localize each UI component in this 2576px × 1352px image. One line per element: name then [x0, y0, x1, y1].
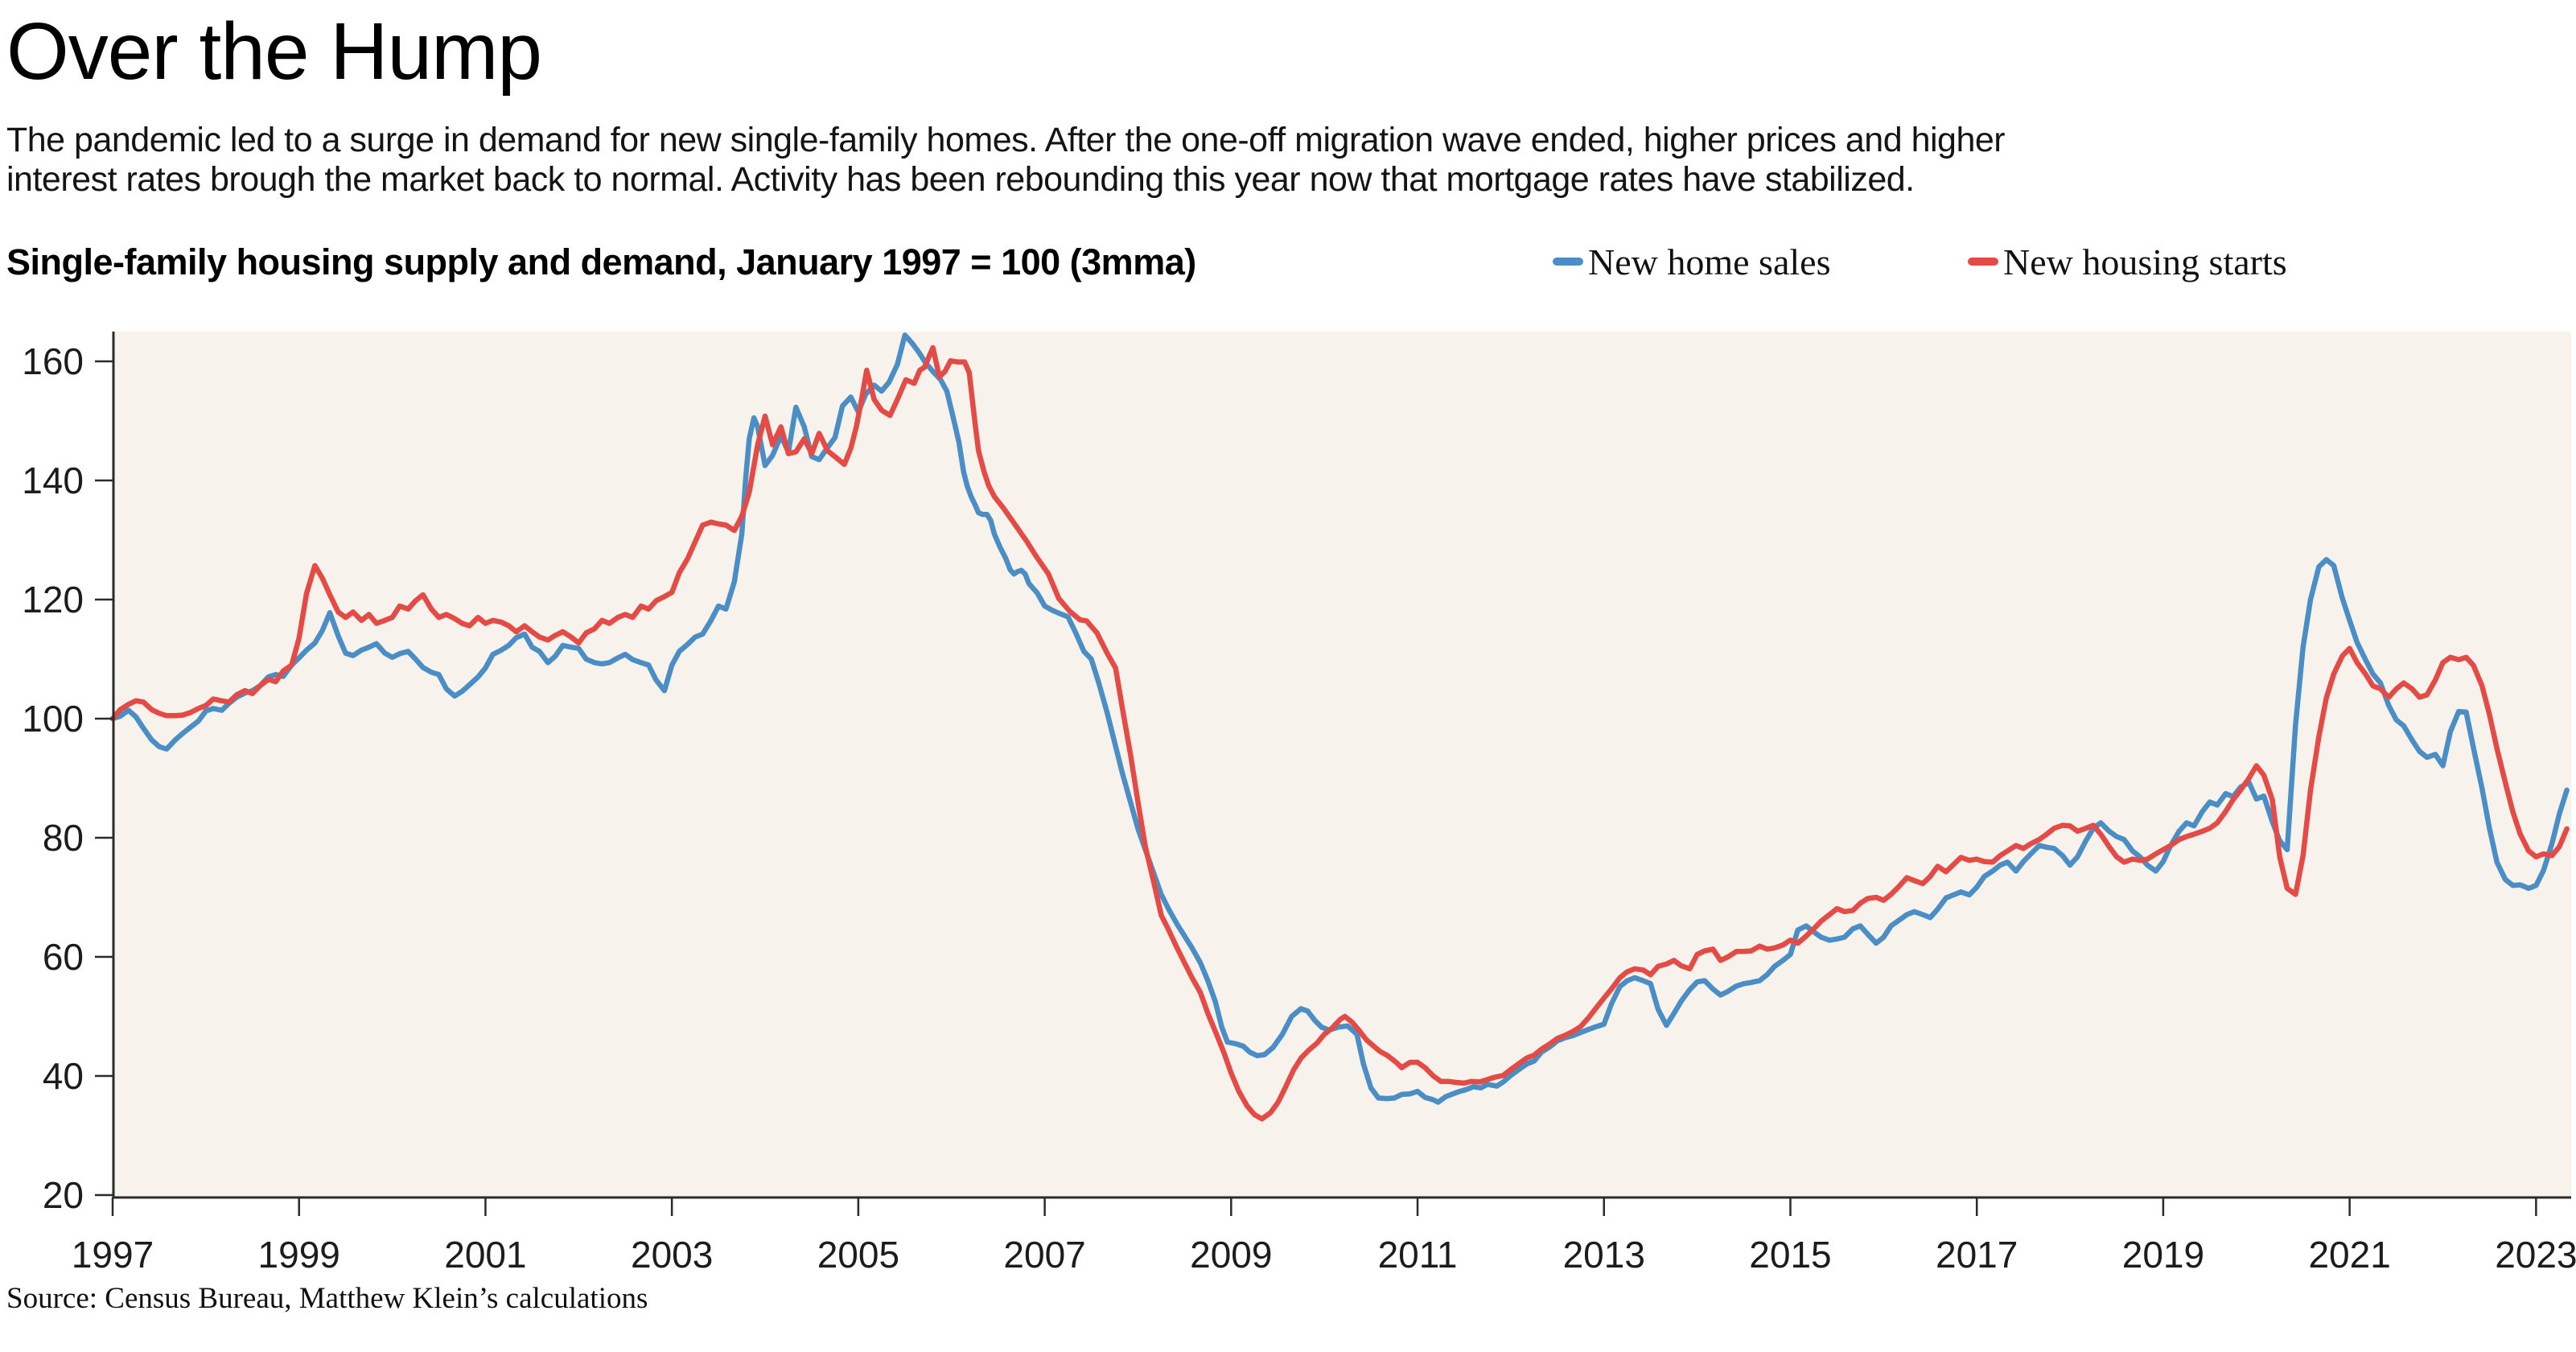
plot-panel: [113, 332, 2571, 1197]
x-axis-tick-label: 2023: [2495, 1234, 2576, 1276]
chart-heading: Single-family housing supply and demand,…: [6, 241, 1196, 282]
x-axis-tick-label: 1997: [72, 1234, 154, 1276]
subtitle-line-2: interest rates brough the market back to…: [6, 160, 1915, 199]
blue-line-swatch-icon: [1553, 258, 1583, 266]
red-line-swatch-icon: [1968, 258, 1998, 266]
y-axis-tick-label: 100: [22, 698, 84, 740]
chart-area: 160 140 120 100 80 60 40 20 1997 1999 2001 2003 2005…: [0, 314, 2576, 1288]
subtitle: The pandemic led to a surge in demand fo…: [6, 121, 2006, 200]
subtitle-line-1: The pandemic led to a surge in demand fo…: [6, 121, 2006, 159]
x-axis-tick-label: 2009: [1190, 1234, 1272, 1276]
legend-item-new-housing-starts: New housing starts: [1968, 239, 2287, 284]
legend-label: New housing starts: [2003, 241, 2287, 282]
x-axis-tick-label: 2015: [1749, 1234, 1831, 1276]
y-axis-tick-label: 120: [22, 579, 84, 620]
x-axis-tick-label: 2007: [1003, 1234, 1085, 1276]
x-axis-tick-label: 2001: [444, 1234, 526, 1276]
x-axis-tick-label: 2013: [1563, 1234, 1645, 1276]
y-axis-tick-label: 160: [22, 340, 84, 382]
legend-label: New home sales: [1588, 241, 1831, 282]
x-axis-tick-label: 2011: [1378, 1234, 1458, 1276]
x-axis-tick-label: 2021: [2308, 1234, 2390, 1276]
legend-item-new-home-sales: New home sales: [1553, 239, 1830, 284]
chart-svg: 160 140 120 100 80 60 40 20 1997 1999 2001 2003 2005…: [22, 332, 2576, 1276]
page-title: Over the Hump: [6, 6, 542, 97]
series-line-new-housing-starts: [109, 344, 2570, 1122]
y-axis-tick-label: 40: [43, 1055, 84, 1097]
y-axis-tick-label: 80: [43, 817, 84, 859]
x-axis-tick-label: 1999: [258, 1234, 340, 1276]
source-note: Source: Census Bureau, Matthew Klein’s c…: [6, 1282, 648, 1315]
x-axis-tick-label: 2003: [631, 1234, 713, 1276]
y-axis-tick-label: 140: [22, 460, 84, 501]
x-axis-tick-label: 2005: [817, 1234, 899, 1276]
y-axis-tick-label: 20: [43, 1174, 84, 1216]
x-axis-tick-label: 2019: [2122, 1234, 2204, 1276]
legend: New home sales New housing starts: [0, 239, 2576, 287]
x-axis-tick-label: 2017: [1936, 1234, 2018, 1276]
y-axis-tick-label: 60: [43, 936, 84, 978]
